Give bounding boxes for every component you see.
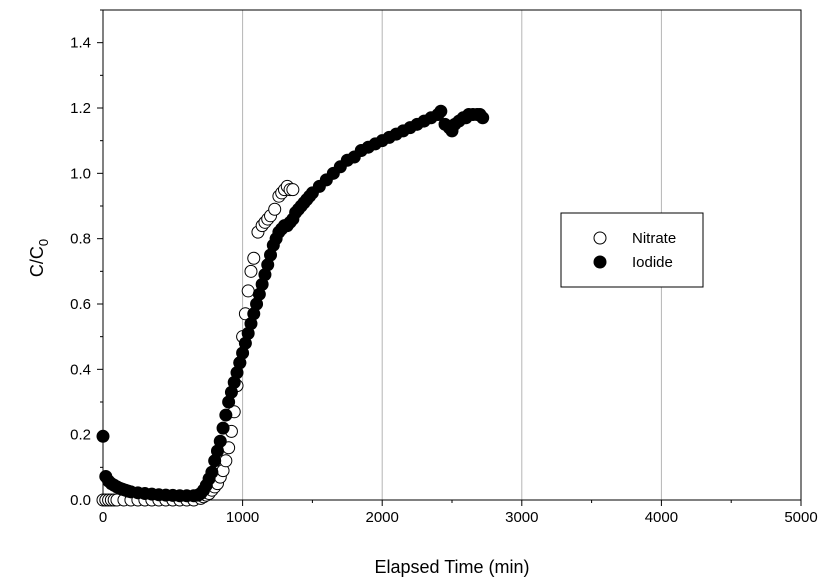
y-tick-label: 1.4 bbox=[70, 35, 91, 52]
iodide-point bbox=[216, 421, 230, 435]
iodide-point bbox=[476, 111, 490, 125]
nitrate-point bbox=[286, 183, 300, 197]
y-axis-title-subscript: 0 bbox=[36, 239, 51, 246]
iodide-point bbox=[96, 429, 110, 443]
x-tick-label: 5000 bbox=[784, 509, 817, 526]
x-axis-ticks: 0 1000 2000 3000 4000 5000 bbox=[99, 500, 818, 526]
series-nitrate bbox=[96, 179, 300, 507]
nitrate-point bbox=[244, 264, 258, 278]
iodide-point bbox=[213, 434, 227, 448]
nitrate-point bbox=[241, 284, 255, 298]
x-tick-label: 1000 bbox=[226, 509, 259, 526]
legend: Nitrate Iodide bbox=[560, 212, 704, 288]
legend-iodide-label: Iodide bbox=[632, 254, 673, 271]
x-axis-title: Elapsed Time (min) bbox=[374, 557, 529, 577]
legend-nitrate-label: Nitrate bbox=[632, 230, 676, 247]
y-tick-label: 1.0 bbox=[70, 165, 91, 182]
legend-nitrate-marker bbox=[593, 231, 607, 245]
legend-box bbox=[560, 212, 704, 288]
y-tick-label: 0.4 bbox=[70, 361, 91, 378]
y-axis-ticks: 0.0 0.2 0.4 0.6 0.8 1.0 1.2 1.4 bbox=[70, 9, 103, 509]
y-tick-label: 0.0 bbox=[70, 492, 91, 509]
x-tick-label: 3000 bbox=[505, 509, 538, 526]
iodide-point bbox=[205, 465, 219, 479]
y-tick-label: 0.2 bbox=[70, 427, 91, 444]
nitrate-point bbox=[247, 251, 261, 265]
y-axis-title-main: C/C bbox=[27, 246, 47, 277]
y-axis-title: C/C0 bbox=[27, 239, 51, 277]
x-tick-label: 0 bbox=[99, 509, 107, 526]
legend-iodide-marker bbox=[593, 255, 607, 269]
x-tick-label: 2000 bbox=[366, 509, 399, 526]
nitrate-point bbox=[268, 202, 282, 216]
y-tick-label: 1.2 bbox=[70, 100, 91, 117]
series-iodide bbox=[96, 104, 490, 503]
nitrate-point bbox=[219, 454, 233, 468]
y-axis-title-group: C/C0 bbox=[27, 239, 51, 277]
iodide-point bbox=[434, 104, 448, 118]
x-tick-label: 4000 bbox=[645, 509, 678, 526]
y-tick-label: 0.8 bbox=[70, 231, 91, 248]
iodide-point bbox=[219, 408, 233, 422]
y-tick-label: 0.6 bbox=[70, 296, 91, 313]
